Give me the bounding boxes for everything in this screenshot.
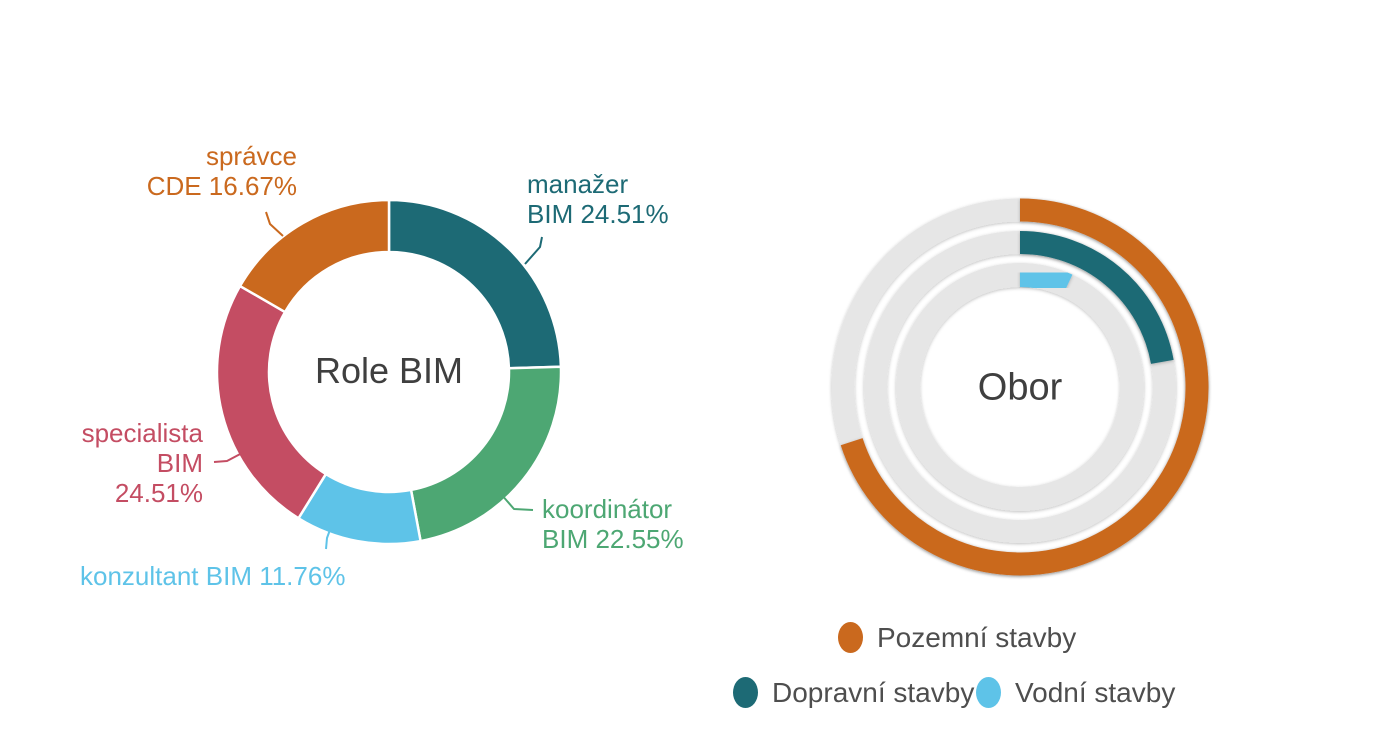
legend-label: Vodní stavby xyxy=(1015,676,1176,708)
pie-slice-1[interactable] xyxy=(409,365,563,543)
label-leader-line xyxy=(265,211,284,237)
legend-label: Dopravní stavby xyxy=(772,676,975,708)
label-leader-line xyxy=(325,526,332,550)
slice-label-line: BIM 24.51% xyxy=(527,199,669,229)
slice-label-line: BIM 22.55% xyxy=(542,524,684,554)
slice-label-line: koordinátor xyxy=(542,494,673,524)
legend-item-dopravni-stavby[interactable]: Dopravní stavby xyxy=(733,676,974,709)
legend-item-pozemni-stavby[interactable]: Pozemní stavby xyxy=(838,621,1076,654)
slice-label-line: manažer xyxy=(527,169,629,199)
slice-label-line: CDE 16.67% xyxy=(146,171,297,201)
label-leader-line xyxy=(500,493,534,511)
slice-label-line: BIM xyxy=(156,448,203,478)
slice-label-line: specialista xyxy=(81,418,203,448)
slice-label-manazer-bim: manažer BIM 24.51% xyxy=(527,169,669,229)
legend-label: Pozemní stavby xyxy=(877,621,1077,653)
legend-dot-vodni-stavby xyxy=(976,677,1001,708)
legend-dot-pozemni-stavby xyxy=(838,622,863,653)
obor-center-title: Obor xyxy=(977,366,1063,409)
slice-label-line: konzultant BIM 11.76% xyxy=(80,561,346,591)
slice-label-koordinator-bim: koordinátor BIM 22.55% xyxy=(542,494,684,554)
slice-label-line: správce xyxy=(205,141,297,171)
ring-arc-2[interactable] xyxy=(1019,263,1073,297)
label-leader-line xyxy=(213,451,245,463)
role-bim-center-title: Role BIM xyxy=(314,350,464,391)
slice-label-spravce-cde: správce CDE 16.67% xyxy=(97,141,297,201)
label-leader-line xyxy=(524,236,543,265)
ring-arc-0[interactable] xyxy=(840,198,1209,576)
slice-label-konzultant-bim: konzultant BIM 11.76% xyxy=(80,561,345,591)
ring-arc-1[interactable] xyxy=(1019,231,1174,365)
slice-label-specialista-bim: specialista BIM 24.51% xyxy=(23,418,203,508)
legend-item-vodni-stavby[interactable]: Vodní stavby xyxy=(976,676,1175,709)
pie-slice-4[interactable] xyxy=(238,198,391,314)
role-bim-donut-chart[interactable] xyxy=(0,0,700,750)
legend-dot-dopravni-stavby xyxy=(733,677,758,708)
obor-radial-chart[interactable] xyxy=(700,0,1400,750)
slice-label-line: 24.51% xyxy=(114,478,203,508)
pie-slice-3[interactable] xyxy=(215,284,328,520)
